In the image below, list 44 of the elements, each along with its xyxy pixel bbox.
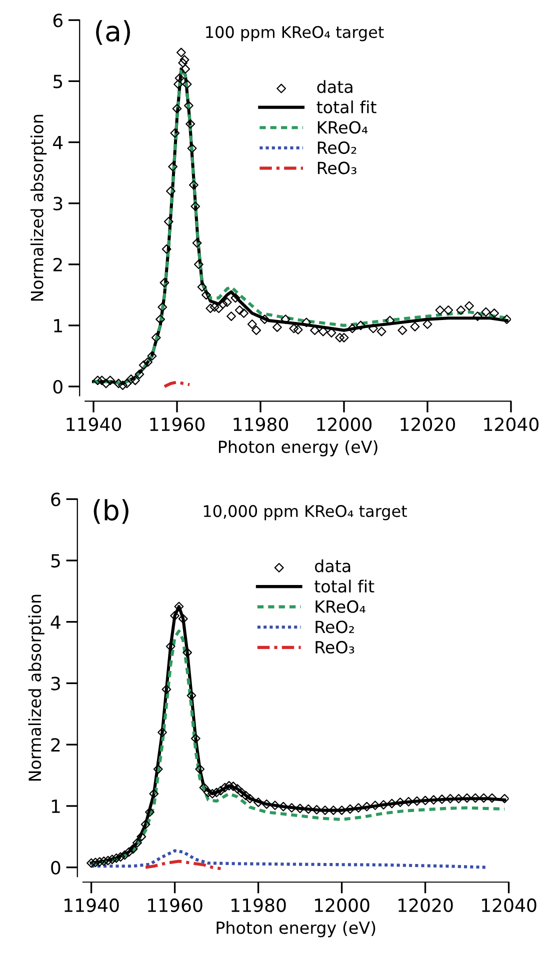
chart-title: 100 ppm KReO₄ target [206,26,384,42]
y-axis-title: Normalized absorption [28,594,44,781]
chart-title: 10,000 ppm KReO₄ target [204,505,407,520]
y-tick-label: 0 [53,380,62,394]
legend-label: ReO₃ [316,640,354,654]
legend-label: data [315,559,350,572]
annotation: (a) [96,20,130,45]
legend-label: KReO₄ [316,600,366,613]
legend-label: ReO₂ [318,141,356,154]
y-axis-title: Normalized absorption [30,114,47,301]
x-axis-title: Photon energy (eV) [218,440,378,456]
legend-label: total fit [314,580,374,593]
y-tick-label: 3 [51,676,60,690]
x-axis-title: Photon energy (eV) [216,921,376,938]
y-tick-label: 1 [54,319,62,332]
x-tick-label: 12020 [398,898,453,912]
y-tick-label: 4 [53,136,63,150]
y-tick-label: 3 [54,196,62,210]
x-tick-label: 12000 [315,898,370,912]
legend-label: ReO₂ [316,620,354,634]
y-tick-label: 6 [53,14,62,28]
legend-label: ReO₃ [318,162,356,174]
y-tick-label: 0 [51,860,60,874]
x-tick-label: 12040 [484,418,538,432]
legend-label: KReO₄ [318,121,368,134]
x-tick-label: 11980 [232,898,286,912]
x-tick-label: 11960 [150,418,205,432]
y-tick-label: 5 [51,554,60,568]
y-tick-label: 1 [52,800,60,813]
y-tick-label: 2 [53,258,62,272]
legend-label: total fit [316,100,376,114]
y-tick-label: 5 [54,74,62,88]
y-tick-label: 6 [51,492,60,506]
x-tick-label: 11960 [148,898,202,912]
annotation: (b) [94,499,128,524]
x-tick-label: 11940 [64,898,119,912]
x-tick-label: 12000 [317,418,372,432]
x-tick-label: 12020 [400,418,455,432]
x-tick-label: 11980 [234,418,288,432]
y-tick-label: 2 [51,738,60,752]
x-tick-label: 11940 [66,418,122,432]
y-tick-label: 4 [50,616,60,629]
x-tick-label: 12040 [482,898,536,912]
legend-label: data [317,80,352,94]
